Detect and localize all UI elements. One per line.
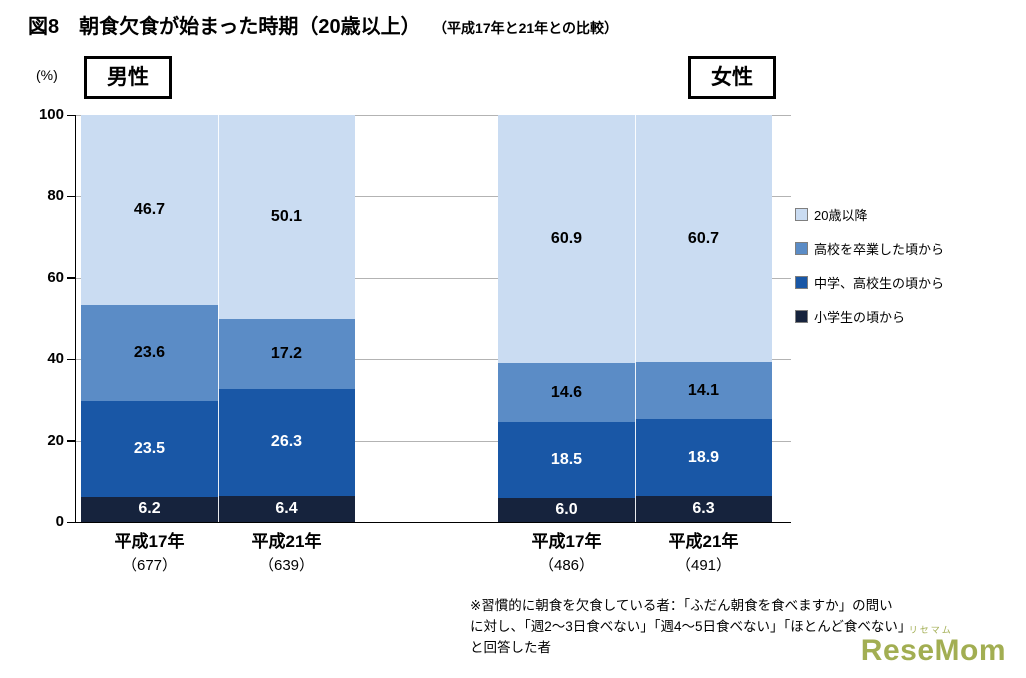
bar-segment: 50.1 <box>218 115 355 319</box>
x-category-label: 平成17年 （677） <box>81 527 218 575</box>
x-category-year: 平成17年 <box>531 532 602 551</box>
x-category-count: （491） <box>675 557 732 574</box>
x-category-count: （677） <box>121 557 178 574</box>
bar-segment: 60.7 <box>635 115 772 363</box>
bar-value-label: 23.6 <box>133 344 166 362</box>
x-category-label: 平成17年 （486） <box>498 527 635 575</box>
group-label-female: 女性 <box>688 56 776 100</box>
gridline-60 <box>76 277 791 279</box>
bar-value-label: 23.5 <box>133 439 166 457</box>
y-tick-mark-80 <box>67 195 76 198</box>
y-tick-label-100: 100 <box>38 106 64 123</box>
bar-value-label: 18.9 <box>687 448 720 466</box>
legend-label: 20歳以降 <box>814 207 868 223</box>
bar-value-label: 26.3 <box>270 433 303 451</box>
x-category-year: 平成17年 <box>114 532 185 551</box>
legend-label: 小学生の頃から <box>814 309 906 325</box>
y-tick-label-40: 40 <box>47 350 64 368</box>
plot-area: 0 20 40 60 80 100 6.2 23.5 23.6 46.7 平成17年 （677） 6.4… <box>39 106 791 574</box>
bar-segment: 23.5 <box>81 401 218 497</box>
bar-value-label: 6.2 <box>138 500 161 518</box>
legend-swatch <box>795 207 808 221</box>
footnote-line: ※習慣的に朝食を欠食している者：「ふだん朝食を食べますか」の問い <box>470 598 893 613</box>
legend-swatch <box>795 241 808 255</box>
bar-value-label: 14.6 <box>550 383 583 401</box>
chart-title-text: 図8 朝食欠食が始まった時期（20歳以上） <box>28 16 421 38</box>
legend-label: 高校を卒業した頃から <box>814 241 945 257</box>
bar-value-label: 50.1 <box>270 207 303 225</box>
bar-男性-平成21年: 6.4 26.3 17.2 50.1 <box>218 115 355 522</box>
bar-segment: 17.2 <box>218 318 355 389</box>
bar-女性-平成21年: 6.3 18.9 14.1 60.7 <box>635 115 772 522</box>
gridline-100 <box>76 115 791 116</box>
y-tick-mark-0 <box>67 521 76 523</box>
y-tick-label-60: 60 <box>47 268 64 286</box>
bar-女性-平成17年: 6.0 18.5 14.6 60.9 <box>498 115 635 522</box>
y-tick-mark-40 <box>67 358 76 361</box>
bar-value-label: 6.0 <box>555 500 578 518</box>
legend-swatch <box>795 275 808 289</box>
bar-value-label: 18.5 <box>550 450 583 468</box>
x-category-year: 平成21年 <box>668 532 739 551</box>
bar-value-label: 17.2 <box>270 344 303 362</box>
x-category-label: 平成21年 （639） <box>218 527 355 575</box>
bar-segment: 46.7 <box>81 115 218 306</box>
x-category-count: （639） <box>258 557 315 574</box>
logo-wordmark: ReseMom <box>860 633 1006 667</box>
bar-segment: 6.4 <box>218 495 355 522</box>
chart-title: 図8 朝食欠食が始まった時期（20歳以上） （平成17年と21年との比較） <box>28 10 618 39</box>
y-tick-mark-100 <box>67 114 76 116</box>
logo-katakana-text: リセマム <box>908 624 953 635</box>
bar-segment: 60.9 <box>498 115 635 363</box>
bar-value-label: 60.7 <box>687 229 720 247</box>
y-tick-label-20: 20 <box>47 431 64 449</box>
bar-segment: 6.0 <box>498 497 635 522</box>
bar-segment: 18.9 <box>635 419 772 497</box>
bar-segment: 6.2 <box>81 496 218 522</box>
y-tick-mark-60 <box>67 277 76 279</box>
group-label-male: 男性 <box>84 56 172 100</box>
bar-value-label: 6.3 <box>692 500 715 518</box>
footnote-line: に対し、「週2～3日食べない」「週4～5日食べない」「ほとんど食べない」 <box>470 619 912 634</box>
bar-segment: 14.1 <box>635 362 772 420</box>
bar-separator <box>218 115 219 522</box>
bar-separator <box>635 115 636 522</box>
legend-item: 高校を卒業した頃から <box>795 239 944 257</box>
legend-label: 中学、高校生の頃から <box>814 275 945 291</box>
bar-segment: 14.6 <box>498 362 635 423</box>
gridline-80 <box>76 196 791 198</box>
legend: 20歳以降高校を卒業した頃から 中学、高校生の頃から 小学生の頃から <box>795 205 944 341</box>
bar-segment: 18.5 <box>498 422 635 498</box>
y-tick-label-80: 80 <box>47 187 64 205</box>
bar-value-label: 14.1 <box>687 381 720 399</box>
bar-value-label: 6.4 <box>275 499 298 517</box>
legend-item: 小学生の頃から <box>795 307 944 325</box>
y-axis-unit-label: (%) <box>36 67 58 83</box>
legend-item: 中学、高校生の頃から <box>795 273 944 291</box>
footnote: ※習慣的に朝食を欠食している者：「ふだん朝食を食べますか」の問いに対し、「週2～… <box>470 595 911 658</box>
footnote-line: と回答した者 <box>470 640 551 655</box>
bar-segment: 23.6 <box>81 305 218 402</box>
legend-swatch <box>795 309 808 323</box>
gridline-20 <box>76 440 791 442</box>
resemom-logo: リセマム ReseMom <box>860 624 1006 667</box>
bar-value-label: 46.7 <box>133 201 166 219</box>
bar-segment: 26.3 <box>218 388 355 496</box>
x-category-count: （486） <box>538 557 595 574</box>
y-tick-mark-20 <box>67 440 76 442</box>
chart-subtitle-text: （平成17年と21年との比較） <box>433 20 619 36</box>
bar-男性-平成17年: 6.2 23.5 23.6 46.7 <box>81 115 218 522</box>
y-tick-label-0: 0 <box>55 513 64 530</box>
bar-value-label: 60.9 <box>550 229 583 247</box>
gridline-40 <box>76 359 791 361</box>
x-category-label: 平成21年 （491） <box>635 527 772 575</box>
legend-item: 20歳以降 <box>795 205 944 223</box>
x-category-year: 平成21年 <box>251 532 322 551</box>
bar-segment: 6.3 <box>635 496 772 522</box>
